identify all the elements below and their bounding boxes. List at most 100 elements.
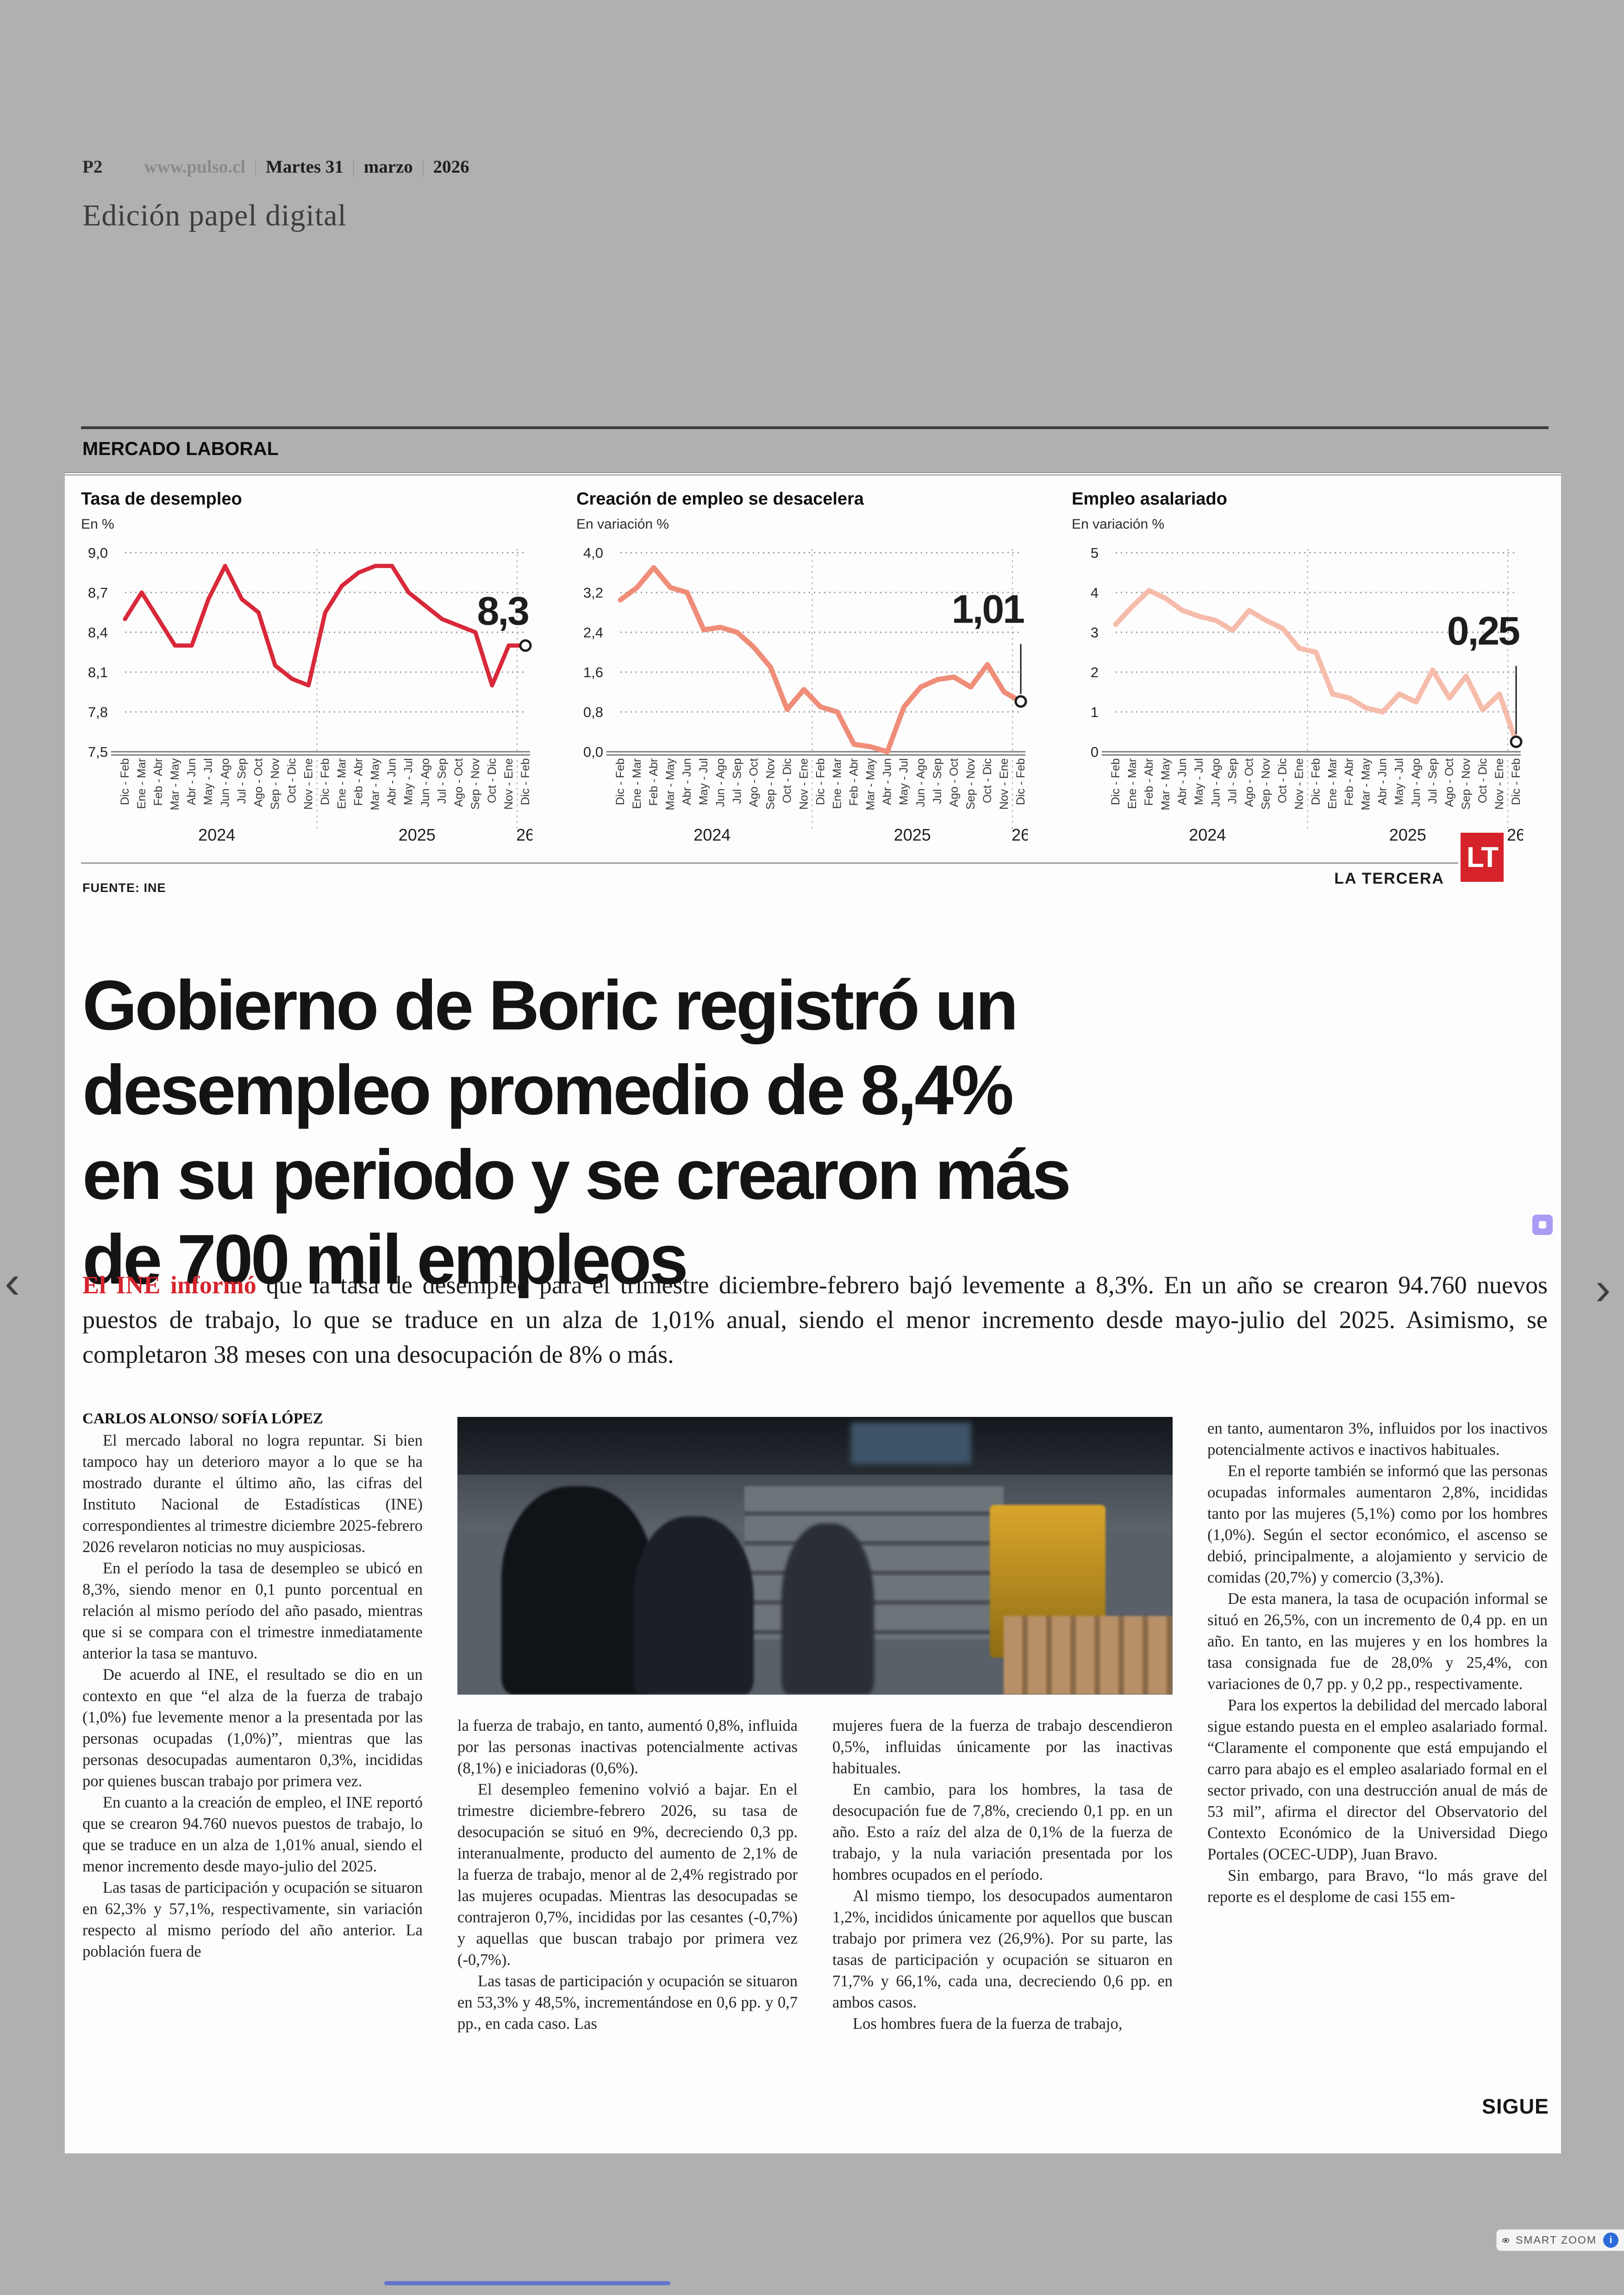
chart-subtitle: En variación % — [576, 517, 669, 532]
date-month: marzo — [363, 157, 413, 177]
svg-text:Mar - May: Mar - May — [369, 758, 382, 811]
svg-text:2,4: 2,4 — [583, 624, 603, 641]
svg-text:Ene - Mar: Ene - Mar — [1126, 758, 1139, 809]
section-kicker: MERCADO LABORAL — [82, 438, 279, 459]
svg-text:Nov - Ene: Nov - Ene — [1293, 758, 1305, 810]
svg-text:Sep - Nov: Sep - Nov — [764, 758, 777, 810]
chart-canvas: 5 4 3 2 1 0 Dic - Feb Ene - Mar Feb - Abr Mar - M… — [1072, 544, 1525, 852]
charts-divider-rule — [81, 862, 1458, 864]
svg-text:Ene - Mar: Ene - Mar — [1326, 758, 1339, 809]
next-page-chevron-icon[interactable]: › — [1595, 1263, 1611, 1315]
svg-text:Oct - Dic: Oct - Dic — [1476, 758, 1489, 803]
article-paragraph: En el reporte también se informó que las… — [1207, 1462, 1548, 1586]
date-day: Martes 31 — [266, 157, 344, 177]
svg-text:7,8: 7,8 — [88, 704, 108, 720]
svg-text:Feb - Abr: Feb - Abr — [647, 758, 660, 806]
svg-text:May - Jul: May - Jul — [1193, 758, 1206, 805]
svg-text:Jul - Sep: Jul - Sep — [1426, 758, 1439, 804]
article-photo — [457, 1417, 1173, 1695]
svg-text:4: 4 — [1091, 585, 1099, 601]
svg-text:Feb - Abr: Feb - Abr — [1143, 758, 1156, 806]
chart-canvas: 4,0 3,2 2,4 1,6 0,8 0,0 Dic - Feb Ene - Mar Feb … — [576, 544, 1030, 852]
svg-text:Jul - Sep: Jul - Sep — [731, 758, 743, 804]
edition-title: Edición papel digital — [82, 199, 347, 232]
previous-page-chevron-icon[interactable]: ‹ — [5, 1256, 20, 1308]
article-paragraph: Para los expertos la debilidad del merca… — [1207, 1696, 1548, 1863]
svg-text:3: 3 — [1091, 624, 1099, 641]
photo-person — [781, 1523, 874, 1695]
svg-text:Sep - Nov: Sep - Nov — [1460, 758, 1473, 810]
article-lede: El INE informó que la tasa de desempleo … — [82, 1271, 1548, 1368]
article-paragraph: En cambio, para los hombres, la tasa de … — [832, 1781, 1173, 1883]
article-paragraph: Sin embargo, para Bravo, “lo más grave d… — [1207, 1867, 1548, 1906]
svg-text:Jun - Ago: Jun - Ago — [1209, 758, 1222, 807]
article-column-2: la fuerza de trabajo, en tanto, aumentó … — [457, 1715, 798, 2034]
svg-text:Abr - Jun: Abr - Jun — [386, 758, 399, 805]
svg-text:Ago - Oct: Ago - Oct — [1443, 758, 1456, 807]
svg-text:May - Jul: May - Jul — [202, 758, 215, 805]
article-paragraph: En cuanto a la creación de empleo, el IN… — [82, 1794, 423, 1875]
svg-text:2025: 2025 — [894, 825, 931, 844]
svg-text:May - Jul: May - Jul — [1393, 758, 1406, 805]
horizontal-scrollbar-thumb[interactable] — [384, 2281, 670, 2285]
svg-text:Sep - Nov: Sep - Nov — [469, 758, 482, 810]
chart-subtitle: En variación % — [1072, 517, 1165, 532]
svg-text:Dic - Feb: Dic - Feb — [614, 758, 627, 805]
svg-text:Dic - Feb: Dic - Feb — [1510, 758, 1523, 805]
svg-text:Nov - Ene: Nov - Ene — [302, 758, 315, 810]
smart-zoom-label: SMART ZOOM — [1515, 2234, 1597, 2246]
svg-text:Dic - Feb: Dic - Feb — [119, 758, 131, 805]
svg-text:2024: 2024 — [198, 825, 235, 844]
article-column-3: mujeres fuera de la fuerza de trabajo de… — [832, 1715, 1173, 2034]
svg-text:Jun - Ago: Jun - Ago — [219, 758, 231, 807]
svg-text:0,25: 0,25 — [1447, 609, 1520, 654]
svg-text:9,0: 9,0 — [88, 545, 108, 561]
svg-text:Jun - Ago: Jun - Ago — [714, 758, 727, 807]
article-paragraph: Las tasas de participación y ocupación s… — [457, 1972, 798, 2033]
lt-logo-icon: LT — [1461, 833, 1504, 882]
svg-text:1: 1 — [1091, 704, 1099, 720]
article-paragraph: De acuerdo al INE, el resultado se dio e… — [82, 1666, 423, 1790]
svg-text:0: 0 — [1091, 744, 1099, 760]
article-paragraph: Las tasas de participación y ocupación s… — [82, 1879, 423, 1960]
svg-text:2024: 2024 — [693, 825, 731, 844]
chart-title: Creación de empleo se desacelera — [576, 489, 864, 509]
svg-text:Feb - Abr: Feb - Abr — [352, 758, 365, 806]
svg-text:Jul - Sep: Jul - Sep — [931, 758, 944, 804]
annotation-glyph — [1539, 1221, 1546, 1229]
chart-title: Empleo asalariado — [1072, 489, 1227, 509]
svg-text:Ene - Mar: Ene - Mar — [336, 758, 349, 809]
smart-zoom-control[interactable]: SMART ZOOM i — [1496, 2229, 1624, 2251]
chart-subtitle: En % — [81, 517, 114, 532]
byline: CARLOS ALONSO/ SOFÍA LÓPEZ — [82, 1410, 323, 1427]
article-paragraph: en tanto, aumentaron 3%, influidos por l… — [1207, 1420, 1548, 1459]
svg-text:Feb - Abr: Feb - Abr — [1343, 758, 1356, 806]
svg-text:Abr - Jun: Abr - Jun — [881, 758, 894, 805]
svg-text:Sep - Nov: Sep - Nov — [964, 758, 977, 810]
svg-text:Oct - Dic: Oct - Dic — [486, 758, 499, 803]
svg-text:May - Jul: May - Jul — [402, 758, 415, 805]
svg-text:Ene - Mar: Ene - Mar — [831, 758, 844, 809]
svg-text:26: 26 — [1507, 825, 1523, 844]
svg-text:Mar - May: Mar - May — [169, 758, 181, 811]
svg-text:0,0: 0,0 — [583, 744, 603, 760]
svg-text:8,1: 8,1 — [88, 664, 108, 680]
article-paragraph: mujeres fuera de la fuerza de trabajo de… — [832, 1717, 1173, 1777]
annotation-icon[interactable] — [1532, 1215, 1553, 1235]
photo-person — [633, 1516, 754, 1695]
svg-text:Ago - Oct: Ago - Oct — [252, 758, 265, 807]
svg-text:Jul - Sep: Jul - Sep — [1226, 758, 1239, 804]
site-url: www.pulso.cl — [144, 157, 246, 177]
info-badge[interactable]: i — [1603, 2233, 1618, 2248]
svg-text:Ago - Oct: Ago - Oct — [747, 758, 760, 807]
svg-text:Oct - Dic: Oct - Dic — [285, 758, 298, 803]
svg-text:Nov - Ene: Nov - Ene — [797, 758, 810, 810]
svg-text:7,5: 7,5 — [88, 744, 108, 760]
svg-text:Mar - May: Mar - May — [1360, 758, 1373, 811]
article-paragraph: En el período la tasa de desempleo se ub… — [82, 1559, 423, 1662]
svg-text:2025: 2025 — [399, 825, 436, 844]
article-headline: Gobierno de Boric registró un desempleo … — [82, 966, 1071, 1299]
svg-text:26: 26 — [1012, 825, 1028, 844]
svg-text:Jul - Sep: Jul - Sep — [436, 758, 449, 804]
svg-text:2025: 2025 — [1389, 825, 1426, 844]
